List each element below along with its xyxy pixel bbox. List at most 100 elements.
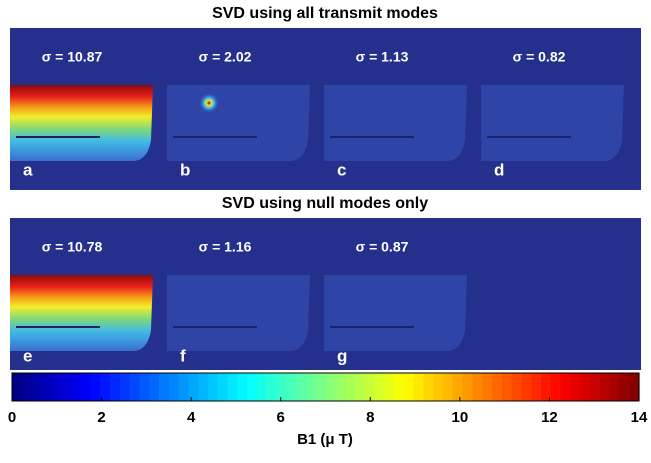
colorbar-step <box>413 373 425 401</box>
colorbar-tick-label: 4 <box>187 409 196 426</box>
colorbar-step <box>403 373 415 401</box>
colorbar-step <box>315 373 327 401</box>
colorbar-step <box>550 373 562 401</box>
colorbar-step <box>335 373 346 401</box>
colorbar-step <box>80 373 91 401</box>
colorbar-step <box>511 373 523 401</box>
phantom-map <box>167 275 310 351</box>
colorbar-step <box>580 373 591 401</box>
colorbar-step <box>374 373 385 401</box>
panel-letter: e <box>23 346 32 365</box>
panel-letter: b <box>180 160 190 179</box>
section-title: SVD using all transmit modes <box>212 5 438 22</box>
colorbar-step <box>501 373 513 401</box>
colorbar-step <box>452 373 464 401</box>
sigma-label: σ = 1.13 <box>356 49 409 65</box>
colorbar-tick-label: 0 <box>8 409 16 426</box>
colorbar-step <box>129 373 140 401</box>
colorbar-step <box>237 373 248 401</box>
colorbar-step <box>217 373 229 401</box>
colorbar-step <box>286 373 297 401</box>
phantom-map <box>10 275 153 351</box>
colorbar-step <box>560 373 572 401</box>
colorbar-step <box>41 373 52 401</box>
colorbar-step <box>158 373 170 401</box>
panel-letter: c <box>337 160 346 179</box>
image-strip: σ = 10.78 e σ = 1.16 f σ = 0.87 g <box>10 218 641 370</box>
colorbar-tick-label: 10 <box>452 409 469 426</box>
colorbar-tick-label: 6 <box>277 409 285 426</box>
colorbar-step <box>149 373 160 401</box>
colorbar-tick-label: 12 <box>541 409 558 426</box>
colorbar-step <box>21 373 33 401</box>
colorbar-step <box>433 373 444 401</box>
colorbar-tick-label: 2 <box>97 409 105 426</box>
colorbar-step <box>619 373 630 401</box>
phantom-map <box>324 85 467 161</box>
colorbar-step <box>296 373 307 401</box>
colorbar-step <box>188 373 199 401</box>
colorbar-step <box>60 373 72 401</box>
colorbar-step <box>90 373 101 401</box>
colorbar-step <box>178 373 189 401</box>
colorbar-step <box>119 373 131 401</box>
colorbar-step <box>139 373 150 401</box>
colorbar-step <box>247 373 258 401</box>
colorbar-step <box>198 373 209 401</box>
section-title: SVD using null modes only <box>222 195 428 212</box>
colorbar-step <box>325 373 336 401</box>
colorbar-step <box>394 373 405 401</box>
sigma-label: σ = 0.87 <box>356 239 409 255</box>
colorbar-step <box>423 373 434 401</box>
colorbar-step <box>100 373 111 401</box>
colorbar-step <box>609 373 621 401</box>
colorbar-step <box>629 373 640 401</box>
colorbar-tick-label: 14 <box>631 409 648 426</box>
colorbar-step <box>482 373 493 401</box>
colorbar-step <box>354 373 366 401</box>
colorbar-step <box>531 373 542 401</box>
sigma-label: σ = 10.78 <box>42 239 103 255</box>
colorbar-step <box>570 373 581 401</box>
colorbar-step <box>70 373 82 401</box>
colorbar-step <box>276 373 287 401</box>
colorbar-step <box>472 373 483 401</box>
colorbar-step <box>227 373 238 401</box>
colorbar-step <box>492 373 503 401</box>
colorbar-step <box>364 373 376 401</box>
colorbar-tick-label: 8 <box>366 409 374 426</box>
colorbar-step <box>168 373 180 401</box>
colorbar-step <box>266 373 278 401</box>
phantom-map <box>481 85 624 161</box>
panel-letter: d <box>494 160 504 179</box>
colorbar-step <box>109 373 121 401</box>
colorbar-step <box>462 373 474 401</box>
colorbar-step <box>51 373 62 401</box>
panel-letter: f <box>180 346 186 365</box>
colorbar-step <box>541 373 552 401</box>
colorbar-step <box>521 373 532 401</box>
image-strip: σ = 10.87 a σ = 2.02 b σ = 1.13 c σ = 0.82 d <box>10 28 641 190</box>
colorbar-label: B1 (μ T) <box>297 431 353 448</box>
sigma-label: σ = 2.02 <box>199 49 252 65</box>
colorbar-step <box>207 373 219 401</box>
sigma-label: σ = 0.82 <box>513 49 566 65</box>
sigma-label: σ = 1.16 <box>199 239 252 255</box>
panel-letter: g <box>337 346 347 365</box>
colorbar-frame <box>11 372 640 402</box>
colorbar-step <box>12 373 23 401</box>
colorbar-step <box>384 373 395 401</box>
colorbar-step <box>443 373 454 401</box>
colorbar-step <box>305 373 317 401</box>
sigma-label: σ = 10.87 <box>42 49 103 65</box>
colorbar-step <box>345 373 356 401</box>
colorbar-step <box>590 373 601 401</box>
panel-letter: a <box>23 160 33 179</box>
colorbar-step <box>599 373 611 401</box>
hot-spot <box>199 93 219 113</box>
colorbar-step <box>31 373 42 401</box>
colorbar-step <box>256 373 268 401</box>
phantom-map <box>10 85 153 161</box>
phantom-map <box>324 275 467 351</box>
